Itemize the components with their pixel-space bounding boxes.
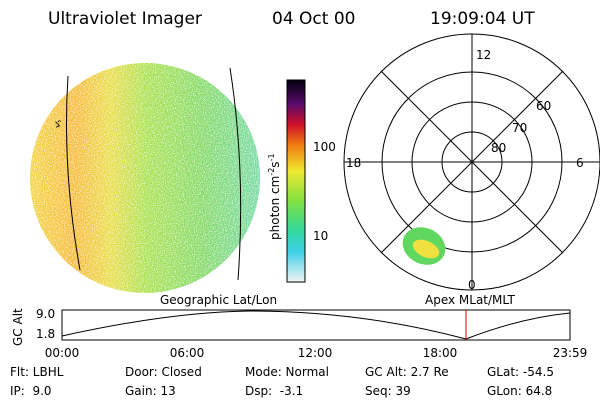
info-cell: GC Alt: 2.7 Re [365, 365, 449, 379]
strip-y-label: 1.8 [36, 327, 55, 341]
info-cell: Mode: Normal [245, 365, 329, 379]
polar-grid [343, 33, 600, 291]
info-cell: Gain: 13 [125, 384, 176, 398]
auroral-blob [402, 227, 446, 265]
time: 19:09:04 UT [430, 9, 535, 29]
earth-disk [30, 63, 260, 293]
info-cell: GLat: -54.5 [487, 365, 554, 379]
colorbar [286, 79, 306, 283]
time-label: 00:00 [45, 346, 80, 360]
colorbar-label: photon cm-2s-1 [267, 153, 282, 240]
mlt-label: 0 [468, 278, 476, 292]
info-table: Flt: LBHL Door: Closed Mode: Normal GC Alt:… [10, 365, 554, 398]
mlat-label: 70 [512, 121, 527, 135]
info-cell: Dsp: -3.1 [245, 384, 303, 398]
mlt-label: 18 [346, 156, 361, 170]
time-label: 06:00 [170, 346, 205, 360]
info-cell: Seq: 39 [365, 384, 411, 398]
instrument: Ultraviolet Imager [48, 9, 202, 29]
info-cell: GLon: 64.8 [487, 384, 552, 398]
strip-title: Apex MLat/MLT [425, 293, 515, 307]
mlt-label: 12 [476, 48, 491, 62]
time-label: 18:00 [423, 346, 458, 360]
colorbar-tick: 100 [313, 140, 336, 154]
info-cell: Flt: LBHL [10, 365, 64, 379]
marker: ゞ [52, 118, 63, 131]
time-label: 12:00 [298, 346, 333, 360]
colorbar-tick: 10 [313, 229, 328, 243]
info-cell: IP: 9.0 [10, 384, 52, 398]
strip-title: Geographic Lat/Lon [160, 293, 277, 307]
meridian [66, 75, 81, 271]
strip-frame [61, 309, 571, 341]
altitude-curve [61, 310, 571, 340]
meridian [229, 67, 242, 281]
mlat-label: 60 [536, 99, 551, 113]
time-label: 23:59 [553, 346, 588, 360]
info-cell: Door: Closed [125, 365, 202, 379]
time-labels: 00:00 06:00 12:00 18:00 23:59 [45, 346, 588, 360]
date: 04 Oct 00 [272, 9, 355, 29]
mlat-label: 80 [491, 141, 506, 155]
strip-y-label: 9.0 [36, 307, 55, 321]
mlt-label: 6 [576, 156, 584, 170]
strip-axis-label: GC Alt [11, 308, 25, 346]
